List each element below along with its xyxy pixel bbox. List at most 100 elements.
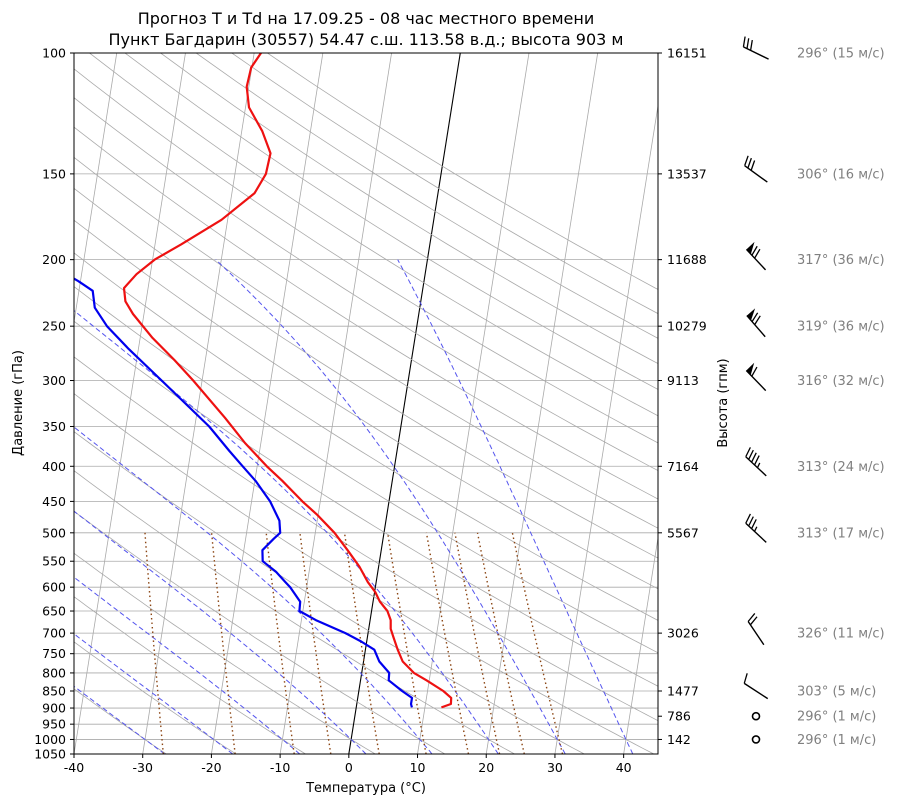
height-axis-label: Высота (гпм) [716,358,731,447]
dry-adiabat-line [74,510,446,754]
height-tick-label: 13537 [667,166,707,181]
mixing-ratio-line [265,532,295,754]
dry-adiabat-line [74,320,658,687]
pressure-tick-label: 800 [42,665,66,680]
pressure-tick-label: 100 [42,46,66,61]
x-tick-label: 30 [547,760,563,775]
moist-adiabat-line [74,576,301,754]
x-tick-label: 40 [616,760,632,775]
dry-adiabat-line [74,97,658,472]
wind-label: 296° (1 м/с) [797,710,876,725]
wind-barb [745,362,767,392]
height-tick-label: 7164 [667,459,699,474]
background-lines [74,53,803,754]
dry-adiabat-line [74,126,658,500]
height-axis-ticks: 16151 13537 11688 10279 9113 7164 5567 3026 1477… [658,46,707,747]
wind-label: 296° (15 м/с) [797,47,885,62]
pressure-tick-label: 500 [42,525,66,540]
pressure-tick-label: 300 [42,373,66,388]
isotherm-line [211,53,324,754]
mixing-ratio-line [210,532,236,754]
pressure-tick-label: 1000 [34,732,66,747]
dry-adiabat-line [124,53,658,390]
wind-label: 296° (1 м/с) [797,733,876,748]
wind-label: 326° (11 м/с) [797,627,885,642]
wind-barb [744,155,768,183]
height-tick-label: 11688 [667,252,707,267]
x-tick-label: -10 [270,760,290,775]
x-tick-label: 10 [410,760,426,775]
pressure-tick-label: 600 [42,580,66,595]
pressure-tick-label: 550 [42,554,66,569]
wind-barb [745,241,767,271]
moist-adiabat-line [215,259,566,754]
dry-adiabat-line [74,68,658,444]
dry-adiabat-line [74,552,376,754]
isotherm-line [74,53,118,325]
isotherm-line [417,53,530,754]
x-axis-ticks: -40 -30 -20 -10 0 10 20 30 40 [64,754,632,775]
wind-calm-circle [751,735,761,744]
chart-title-line2: Пункт Багдарин (30557) 54.47 с.ш. 113.58… [108,30,623,49]
height-tick-label: 1477 [667,684,699,699]
mixing-ratio-line [144,532,164,754]
dry-adiabat-line [74,187,658,559]
wind-barb [745,447,767,477]
height-tick-label: 786 [667,709,691,724]
isotherm-line [142,53,255,754]
x-tick-label: 20 [478,760,494,775]
sounding-profiles [74,53,453,709]
wind-barb [743,673,769,700]
mixing-ratio-line [476,532,525,754]
wind-label: 316° (32 м/с) [797,374,885,389]
moist-adiabat-line [74,510,367,754]
pressure-tick-label: 200 [42,252,66,267]
dewpoint-profile-line [74,277,414,708]
wind-calm-circle [751,711,761,721]
moist-adiabat-line [74,685,165,754]
moist-adiabat-line [74,309,499,754]
mixing-ratio-line [425,532,470,754]
dry-adiabat-line [74,286,658,654]
dry-adiabat-line [74,219,658,590]
zero-isotherm-line [348,53,461,754]
wind-label: 303° (5 м/с) [797,685,876,700]
x-tick-label: -40 [64,760,84,775]
x-tick-label: -30 [132,760,152,775]
plot-frame [73,52,659,755]
moist-adiabat-line [397,259,634,754]
mixing-ratio-line [454,532,501,754]
dry-adiabat-line [74,156,658,529]
dry-adiabat-line [74,641,237,754]
temperature-profile-line [122,53,453,709]
mixing-ratio-line [343,532,380,754]
pressure-tick-label: 250 [42,319,66,334]
wind-label: 313° (24 м/с) [797,460,885,475]
pressure-tick-label: 150 [42,166,66,181]
pressure-tick-label: 450 [42,494,66,509]
pressure-tick-label: 700 [42,626,66,641]
x-axis-label: Температура (°C) [305,781,426,796]
mixing-ratio-line [511,532,564,754]
isotherm-line [554,103,658,754]
pressure-axis-ticks: 100 150 200 250 300 350 400 450 500 550 600 650 700 7… [34,46,74,762]
wind-barb [742,36,769,60]
mixing-ratio-line [299,532,332,754]
dry-adiabat-line [74,596,306,754]
dry-adiabat-line [160,53,658,365]
dry-adiabat-line [74,252,658,621]
wind-barb [746,308,766,338]
chart-title-line1: Прогноз T и Td на 17.09.25 - 08 час мест… [138,9,594,28]
isotherm-line [692,53,803,754]
moist-adiabat-line [74,633,234,754]
isotherm-line [74,53,186,754]
pressure-tick-label: 750 [42,646,66,661]
height-tick-label: 3026 [667,626,699,641]
dry-adiabat-line [74,393,654,754]
isotherm-line [485,53,599,754]
dry-adiabat-line [231,53,658,315]
dry-adiabat-line [89,53,658,417]
height-tick-label: 16151 [667,46,707,61]
pressure-tick-label: 1050 [34,747,66,762]
